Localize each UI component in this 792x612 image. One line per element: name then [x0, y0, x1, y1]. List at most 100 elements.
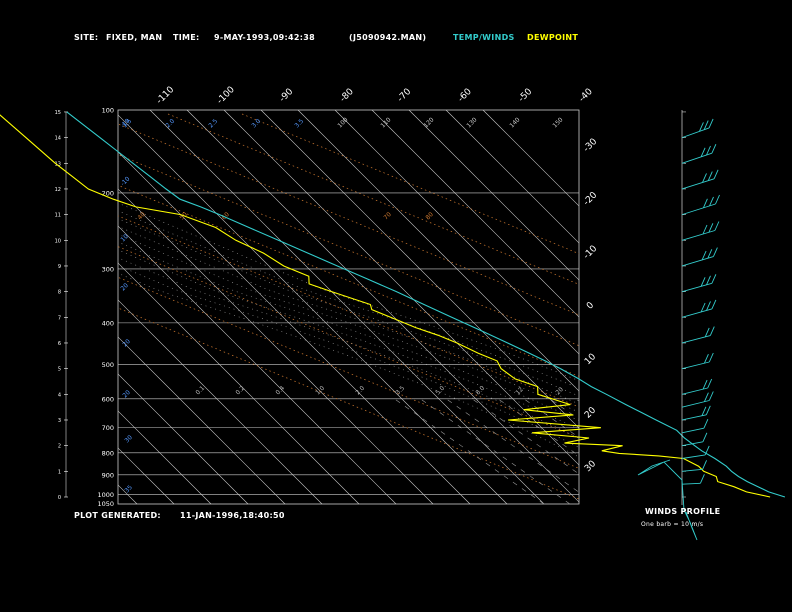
mixing-ratio-label: 12 [514, 386, 524, 396]
wind-barb-flag [703, 120, 709, 130]
dry-adiabat-line [118, 154, 579, 347]
wind-barb-flag [707, 249, 713, 259]
wind-barb [681, 387, 708, 395]
isotherm-line [118, 373, 249, 504]
wind-barb-flag [702, 224, 708, 235]
isotherm-right-label: 10 [583, 352, 598, 367]
height-tick-label: 2 [58, 444, 61, 450]
inside-top-label: 3.0 [250, 118, 262, 130]
dewpoint-legend: DEWPOINT [527, 33, 579, 42]
temperature-line [66, 111, 786, 498]
theta-label: 60 [220, 211, 230, 221]
isotherm-right-label: 20 [583, 405, 598, 420]
label-layer: 1050100090080070060050040030020010001234… [55, 85, 600, 509]
isotherm-line [118, 336, 286, 504]
isotherm-top-label: -40 [577, 87, 595, 105]
winds-profile-note: One barb = 10 m/s [641, 521, 704, 528]
data-layer [0, 111, 786, 498]
moist-adiabat-line [118, 241, 579, 421]
mixing-ratio-label: 0.4 [274, 385, 286, 397]
height-tick-label: 3 [58, 418, 61, 424]
mixing-ratio-label: 0.1 [194, 385, 206, 397]
isotherm-top-label: -80 [338, 87, 356, 105]
theta-label: 70 [382, 211, 392, 221]
isotherm-top-label: -110 [155, 85, 177, 107]
isotherm-line [118, 447, 175, 504]
mixing-ratio-line [446, 398, 579, 493]
inside-top-label: 100 [336, 116, 349, 129]
height-tick-label: 1 [58, 469, 61, 475]
mixing-ratio-label: 5.0 [434, 385, 446, 397]
wind-barb-flag [707, 378, 713, 389]
wind-barb [681, 152, 713, 164]
isotherm-line [482, 110, 579, 207]
inside-top-label: 2.5 [207, 118, 219, 130]
wind-barb-flag [706, 145, 711, 156]
left-isotherm-label: -10 [119, 175, 131, 187]
inside-top-label: 130 [465, 116, 478, 129]
winds-lowlevel-trace [637, 459, 683, 481]
isotherm-right-label: -30 [582, 137, 600, 155]
left-isotherm-label: 20 [119, 282, 129, 292]
temp-legend: TEMP/WINDS [453, 33, 515, 42]
isotherm-right-label: 30 [583, 459, 598, 474]
wind-barb-flag [715, 194, 720, 205]
wind-barb [681, 282, 713, 293]
wind-barb-flag [706, 301, 711, 311]
wind-barb-flag [699, 474, 705, 484]
dry-adiabat-line [167, 113, 579, 285]
isotherm-right-label: 0 [585, 300, 596, 311]
isotherm-line [118, 410, 212, 504]
wind-barb-flag [705, 405, 711, 415]
grid-layer [64, 109, 752, 505]
mixing-ratio-line [602, 399, 752, 504]
wind-barb [681, 441, 703, 447]
left-isotherm-label: 20 [121, 389, 131, 399]
moist-adiabat-line [118, 257, 579, 439]
wind-barb-flag [708, 118, 714, 129]
moist-adiabat-line [118, 202, 579, 382]
isotherm-line [223, 110, 579, 466]
plot-generated-label: PLOT GENERATED: [74, 511, 161, 520]
mixing-ratio-label: 0.2 [234, 385, 246, 397]
isotherm-line [408, 110, 579, 281]
wind-barb-flag [702, 432, 708, 442]
winds-surface-trace [681, 479, 698, 541]
moist-adiabat-line [118, 233, 579, 413]
height-tick-label: 5 [58, 367, 61, 373]
wind-barb-flag [704, 445, 710, 456]
mixing-ratio-label: 3.5 [394, 385, 406, 397]
mixing-ratio-line [394, 398, 545, 504]
height-tick-label: 9 [58, 264, 61, 270]
winds-profile-panel [637, 110, 720, 541]
wind-barb-flag [700, 277, 706, 287]
wind-barb-flag [709, 196, 714, 207]
height-tick-label: 0 [58, 495, 61, 501]
wind-barb-flag [703, 392, 709, 402]
pressure-tick-label: 100 [102, 107, 114, 115]
wind-barb [681, 178, 715, 190]
pressure-tick-label: 400 [102, 319, 114, 327]
wind-barb-flag [711, 274, 717, 284]
inside-top-label: 3.5 [293, 118, 305, 130]
dry-adiabat-line [118, 123, 579, 316]
winds-profile-title: WINDS PROFILE [645, 507, 721, 516]
dry-adiabat-line [118, 307, 579, 500]
dry-adiabat-line [241, 113, 579, 255]
theta-label: 80 [424, 211, 434, 221]
file-value: (J5090942.MAN) [349, 33, 427, 42]
wind-barb-flag [708, 391, 714, 401]
wind-barb-flag [702, 198, 708, 208]
isotherm-right-label: -10 [582, 244, 600, 262]
wind-barb-flag [704, 327, 710, 338]
inside-top-label: 120 [422, 116, 435, 129]
pressure-tick-label: 200 [102, 189, 114, 197]
wind-barb [681, 361, 710, 370]
height-tick-label: 8 [58, 290, 61, 296]
isotherm-line [118, 299, 323, 504]
wind-barb-flag [708, 352, 714, 363]
wind-barb [681, 256, 714, 267]
height-tick-label: 10 [55, 238, 61, 244]
wind-barb [681, 468, 703, 472]
